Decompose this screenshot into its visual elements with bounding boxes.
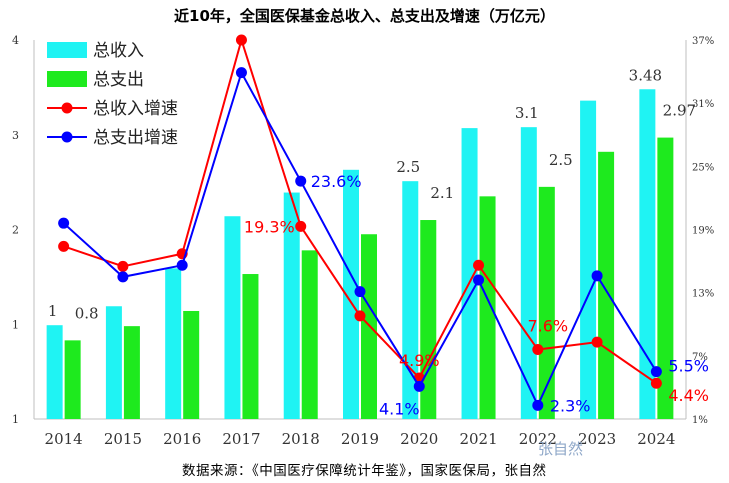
bar-总收入-2015	[105, 306, 122, 419]
bar-总支出-2021	[479, 196, 496, 419]
x-tick-label: 2018	[282, 430, 320, 448]
bar-总支出-2017	[242, 274, 259, 419]
legend-marker-总收入增速	[61, 102, 73, 114]
point-总收入增速-2019	[354, 310, 366, 322]
point-总收入增速-2018	[295, 220, 307, 232]
right-tick-label: 31%	[692, 99, 714, 110]
bar-总支出-2014	[64, 340, 81, 419]
line-总支出增速	[62, 70, 658, 408]
line-value-label: 4.9%	[399, 351, 440, 370]
bar-总收入-2021	[461, 128, 478, 419]
legend-label: 总收入增速	[93, 99, 178, 119]
x-tick-label: 2020	[400, 430, 438, 448]
x-tick-label: 2014	[45, 430, 83, 448]
bar-value-label: 2.97	[663, 102, 696, 120]
line-value-label: 5.5%	[668, 357, 709, 376]
point-总支出增速-2018	[295, 175, 307, 187]
bar-value-label: 2.1	[430, 184, 454, 202]
chart-title: 近10年，全国医保基金总收入、总支出及增速（万亿元）	[174, 7, 555, 25]
left-tick-label: 3	[12, 129, 19, 142]
bar-value-label: 2.5	[396, 158, 420, 176]
right-tick-label: 13%	[692, 289, 714, 300]
line-value-label: 4.4%	[668, 386, 709, 405]
right-tick-label: 37%	[692, 36, 714, 47]
line-value-label: 19.3%	[244, 217, 295, 236]
x-tick-label: 2023	[578, 430, 616, 448]
right-tick-label: 7%	[692, 352, 708, 363]
x-tick-label: 2021	[459, 430, 497, 448]
point-总支出增速-2023	[591, 270, 603, 282]
point-总收入增速-2017	[235, 34, 247, 46]
left-tick-label: 1	[12, 318, 19, 331]
point-总支出增速-2021	[473, 274, 485, 286]
legend-label: 总收入	[93, 41, 144, 61]
line-value-label: 4.1%	[379, 399, 420, 418]
left-tick-label: 2	[12, 224, 19, 237]
bar-总收入-2022	[520, 127, 537, 420]
x-tick-label: 2015	[104, 430, 142, 448]
point-总收入增速-2015	[117, 260, 129, 272]
point-总支出增速-2022	[532, 399, 544, 411]
plot-frame	[33, 40, 687, 420]
point-总支出增速-2017	[235, 67, 247, 79]
point-总支出增速-2020	[413, 380, 425, 392]
bar-value-label: 0.8	[75, 304, 99, 322]
bar-总收入-2014	[46, 325, 63, 419]
left-tick-label: 4	[12, 34, 19, 47]
data-labels: 1 0.8 2.5 2.1 3.1 2.5 3.482.97 23.6% 19.3% 4.9% 4.…	[48, 66, 709, 418]
bar-总支出-2016	[183, 310, 200, 419]
x-tick-label: 2019	[341, 430, 379, 448]
line-value-label: 23.6%	[311, 172, 362, 191]
bar-总支出-2023	[598, 151, 615, 419]
point-总支出增速-2014	[58, 217, 70, 229]
axes: 1 1 2 3 4 1% 7% 13% 19% 25% 31% 37% 2014 2015 2016 2017…	[12, 34, 714, 448]
bar-总收入-2018	[283, 192, 300, 419]
legend-marker-总支出增速	[61, 131, 73, 143]
point-总支出增速-2015	[117, 271, 129, 283]
bar-value-label: 3.48	[629, 66, 662, 84]
x-tick-label: 2016	[163, 430, 201, 448]
bar-总支出-2024	[657, 137, 674, 419]
right-tick-label: 25%	[692, 162, 714, 173]
point-总支出增速-2024	[650, 366, 662, 378]
bar-总收入-2019	[343, 169, 359, 419]
point-总支出增速-2016	[176, 259, 188, 271]
bar-总收入-2016	[165, 268, 182, 419]
right-tick-label: 1%	[692, 415, 708, 426]
legend-label: 总支出	[93, 70, 144, 90]
bar-总收入-2020	[402, 181, 419, 419]
bar-总收入-2023	[580, 100, 597, 419]
point-总收入增速-2022	[532, 344, 544, 356]
x-tick-label: 2024	[637, 430, 675, 448]
point-总收入增速-2024	[650, 377, 662, 389]
bars	[46, 89, 674, 420]
bar-总支出-2018	[301, 250, 318, 419]
left-tick-label: 1	[12, 413, 19, 426]
point-总收入增速-2023	[591, 336, 603, 348]
watermark: 张自然	[538, 440, 584, 458]
bar-总收入-2024	[639, 89, 656, 420]
bar-总支出-2015	[123, 326, 140, 419]
bar-总收入-2017	[224, 216, 241, 419]
line-value-label: 7.6%	[527, 317, 568, 336]
bar-总支出-2022	[538, 186, 555, 419]
x-tick-label: 2022	[519, 430, 557, 448]
point-总收入增速-2014	[58, 240, 70, 252]
source-note: 数据来源：《中国医疗保障统计年鉴》，国家医保局，张自然	[182, 463, 547, 479]
lines	[58, 34, 662, 411]
legend-label: 总支出增速	[93, 128, 178, 148]
point-总支出增速-2019	[354, 286, 366, 298]
bar-value-label: 3.1	[515, 104, 539, 122]
bar-value-label: 1	[48, 302, 58, 320]
legend-swatch-总收入	[47, 42, 87, 58]
point-总收入增速-2021	[473, 259, 485, 271]
right-tick-label: 19%	[692, 226, 714, 237]
bar-value-label: 2.5	[549, 151, 573, 169]
line-value-label: 2.3%	[550, 396, 591, 415]
legend-swatch-总支出	[47, 71, 87, 87]
x-tick-label: 2017	[222, 430, 260, 448]
